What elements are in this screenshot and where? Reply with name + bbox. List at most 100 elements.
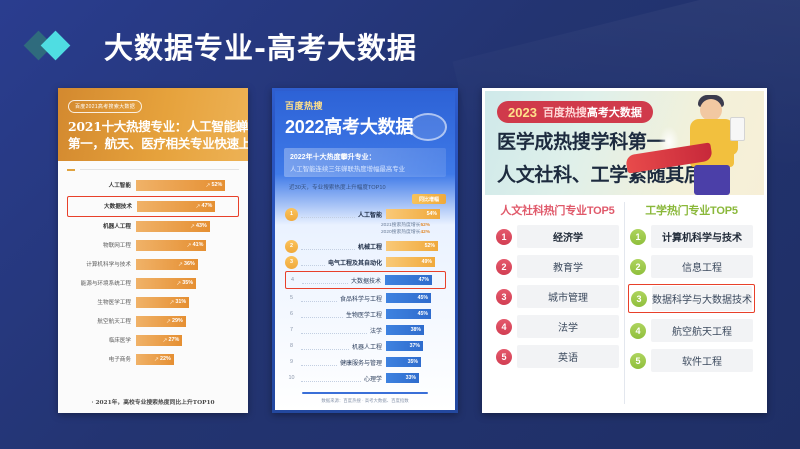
- card1-bar-value: 27%: [168, 337, 180, 344]
- illustration-phone: [730, 117, 745, 141]
- card2-tag-wrap: 同比增幅: [275, 194, 455, 204]
- card3-list-item: 1 经济学: [496, 225, 619, 248]
- card3-badge-brand: 百度热搜: [542, 107, 587, 119]
- card2-bar-value: 45%: [417, 295, 428, 302]
- card1-bar-value: 29%: [171, 318, 183, 325]
- card3-list-item: 3 数据科学与大数据技术: [628, 284, 755, 313]
- card2-major-name: 法学: [369, 328, 382, 335]
- card3-major-name: 法学: [517, 315, 619, 338]
- card3-major-name: 数据科学与大数据技术: [652, 286, 752, 311]
- card3-column-humanities: 人文社科热门专业TOP5 1 经济学 2 教育学 3 城市管理 4 法学 5 英语: [491, 202, 625, 404]
- card3-major-name: 教育学: [517, 255, 619, 278]
- card2-bar-value: 37%: [409, 343, 420, 350]
- card3-major-name: 经济学: [517, 225, 619, 248]
- card2-major-name: 机器人工程: [351, 344, 382, 351]
- card2-big-title: 2022高考大数据: [285, 117, 414, 137]
- card2-list-item: 3 电气工程及其自动化 49%: [285, 254, 446, 270]
- trend-up-icon: ↗: [177, 261, 183, 268]
- card1-header: 百度2021高考搜索大数据 2021十大热搜专业：人工智能蝉联 第一，航天、医疗…: [58, 88, 248, 161]
- card2-rank-badge: 6: [290, 311, 293, 318]
- card3-list-item: 5 英语: [496, 345, 619, 368]
- card1-bar-value: 31%: [175, 299, 187, 306]
- search-input[interactable]: 高考: [318, 392, 385, 394]
- card1-bar-track: ↗ 41%: [136, 239, 239, 251]
- card2-subtitle-line1: 2022年十大热度攀升专业：: [290, 154, 376, 161]
- card3-rank-badge: 3: [496, 288, 512, 305]
- card1-bar-row: 人工智能 ↗ 52%: [67, 177, 239, 194]
- card3-list-item: 2 教育学: [496, 255, 619, 278]
- card1-bar-value: 36%: [184, 261, 195, 268]
- card2-major-name: 人工智能: [357, 212, 382, 219]
- card3-rank-badge: 4: [496, 318, 512, 335]
- illustration-pants: [694, 165, 730, 195]
- card2-bar-fill: 54%: [386, 209, 440, 219]
- card1-badge: 百度2021高考搜索大数据: [68, 100, 143, 113]
- card1-bar-value: 52%: [211, 182, 223, 189]
- card1-bar-fill: ↗ 43%: [136, 220, 210, 232]
- card3-columns: 人文社科热门专业TOP5 1 经济学 2 教育学 3 城市管理 4 法学 5 英语 工学热门专业T…: [485, 195, 764, 410]
- card1-bar-label: 物联网工程: [103, 243, 131, 250]
- card2-dot-leader: [301, 210, 355, 218]
- card2-list-item: 6 生物医学工程 45%: [285, 306, 446, 322]
- card2-dot-leader: [301, 326, 367, 335]
- card2-bar-value: 49%: [421, 259, 432, 266]
- card2-list-item: 2 机械工程 52%: [285, 238, 446, 254]
- card1-bar-row: 临床医学 ↗ 27%: [67, 332, 239, 349]
- card1-divider-dash: [67, 168, 75, 171]
- card2-major-name: 生物医学工程: [345, 312, 382, 319]
- slide-header: 大数据专业-高考大数据: [0, 18, 800, 74]
- card1-divider-line: [80, 169, 239, 171]
- card3-rank-badge: 4: [630, 322, 646, 339]
- card2-kicker: 百度热搜: [285, 101, 324, 111]
- trend-up-icon: ↗: [189, 223, 196, 230]
- card2-dot-leader: [301, 294, 337, 303]
- card3-major-name: 信息工程: [651, 255, 753, 278]
- card2-rank-badge: 8: [290, 343, 293, 350]
- card2-bar-track: 38%: [386, 325, 446, 336]
- card1-bar-row: 生物医学工程 ↗ 31%: [67, 294, 239, 311]
- card3-major-name: 计算机科学与技术: [651, 225, 753, 248]
- card1-bar-row: 航空航天工程 ↗ 29%: [67, 313, 239, 330]
- card2-bar-fill: 47%: [385, 275, 432, 286]
- card2-bar-fill: 49%: [386, 257, 435, 268]
- card3-list-item: 4 法学: [496, 315, 619, 338]
- card1-bar-value: 35%: [182, 280, 194, 287]
- card2-rank-badge: 4: [291, 277, 294, 284]
- card1-bar-value: 43%: [196, 223, 207, 230]
- card1-bar-label: 人工智能: [108, 183, 131, 190]
- card3-list-item: 3 城市管理: [496, 285, 619, 308]
- page-title: 大数据专业-高考大数据: [104, 31, 418, 65]
- card1-divider: [67, 168, 239, 171]
- card1-bar-row: 能源与环境系统工程 ↗ 35%: [67, 275, 239, 292]
- card2-dot-leader: [301, 242, 355, 251]
- baidu-search-box[interactable]: ● 高考 ◉ 百度一下: [302, 392, 428, 395]
- card2-bar-fill: 33%: [386, 373, 419, 384]
- card1-bar-chart: 人工智能 ↗ 52% 大数据技术 ↗ 47% 机器人工程 ↗ 43% 物联网工程 ↗ 41% 计算机科学…: [67, 177, 239, 370]
- card2-major-name: 健康服务与管理: [339, 360, 382, 367]
- card2-tag: 同比增幅: [411, 194, 446, 204]
- card-2022-top10: 百度热搜 2022高考大数据 2022年十大热度攀升专业： 人工智能连续三年蝉联…: [272, 88, 458, 413]
- card3-rank-badge: 1: [496, 228, 512, 245]
- card2-bar-value: 38%: [410, 327, 421, 334]
- card1-bar-fill: ↗ 29%: [136, 315, 186, 327]
- card2-list-item: 10 心理学 33%: [285, 370, 446, 386]
- card2-bar-track: 49%: [386, 257, 446, 268]
- card3-major-name: 城市管理: [517, 285, 619, 308]
- trend-up-icon: ↗: [176, 280, 182, 287]
- card1-bar-value: 22%: [159, 356, 171, 363]
- camera-icon[interactable]: ◉: [385, 392, 393, 394]
- card3-rank-badge: 2: [630, 258, 646, 275]
- card2-bar-track: 35%: [386, 357, 446, 368]
- card2-bar-value: 54%: [426, 211, 437, 217]
- card3-badge-rest: 高考大数据: [586, 107, 642, 119]
- card1-bar-fill: ↗ 41%: [136, 239, 207, 251]
- card2-rank-badge: 7: [290, 327, 293, 334]
- diamond-right-icon: [40, 30, 71, 61]
- card2-bar-fill: 35%: [386, 357, 421, 368]
- card1-bar-fill: ↗ 22%: [136, 353, 174, 365]
- card2-list-item: 8 机器人工程 37%: [285, 338, 446, 354]
- card1-bar-track: ↗ 36%: [136, 258, 239, 270]
- card1-body: 人工智能 ↗ 52% 大数据技术 ↗ 47% 机器人工程 ↗ 43% 物联网工程 ↗ 41% 计算机科学…: [58, 160, 248, 413]
- card3-rank-badge: 3: [631, 290, 647, 307]
